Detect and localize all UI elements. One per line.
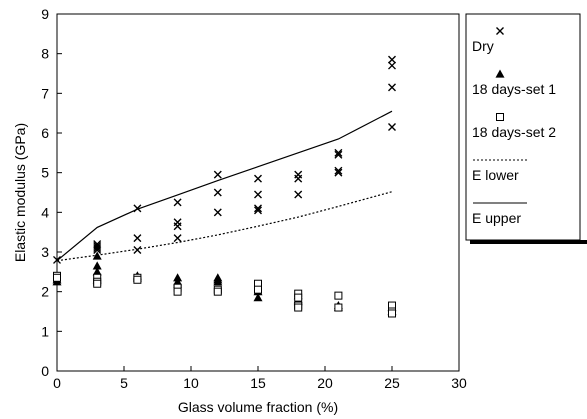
18-days-set-1-point: [213, 277, 223, 286]
y-tick-label: 0: [41, 363, 49, 379]
x-axis-title: Glass volume fraction (%): [178, 399, 338, 415]
plot-frame: [56, 13, 460, 372]
dry-point: [388, 123, 396, 132]
y-tick-label: 8: [41, 46, 49, 62]
dry-point: [93, 244, 102, 253]
dry-point: [254, 190, 262, 199]
dry-point: [133, 234, 142, 243]
dry-point: [173, 222, 182, 231]
18-days-set-2-point: [93, 279, 102, 288]
dry-point: [254, 204, 262, 213]
y-tick-label: 3: [41, 244, 49, 260]
y-tick-label: 9: [41, 6, 49, 22]
dry-point: [213, 208, 222, 217]
dry-point: [254, 174, 262, 183]
legend-label-18-days-set-1: 18 days-set 1: [472, 81, 556, 97]
x-tick-label: 0: [53, 375, 61, 391]
y-tick-label: 1: [41, 323, 49, 339]
x-tick-label: 30: [451, 375, 467, 391]
dry-point: [388, 61, 396, 70]
legend-symbol-18-days-set-2: [496, 113, 504, 121]
18-days-set-2-point: [133, 275, 142, 284]
x-tick-label: 15: [250, 375, 266, 391]
18-days-set-2-point: [294, 303, 303, 312]
18-days-set-2-point: [213, 287, 222, 296]
e-lower-line: [56, 191, 393, 262]
legend-symbol-18-days-set-1: [495, 69, 505, 78]
dry-point: [53, 255, 61, 264]
legend-label-18-days-set-2: 18 days-set 2: [472, 124, 556, 140]
legend-symbol-dry: [496, 27, 504, 35]
x-axis-ticks: 0 5 10 15 20 25 30: [53, 366, 467, 391]
18-days-set-2-point: [53, 273, 61, 282]
dry-point: [388, 83, 396, 92]
18-days-set-2-point: [334, 303, 343, 312]
legend-label-e-upper: E upper: [472, 210, 521, 226]
y-axis-title: Elastic modulus (GPa): [12, 123, 28, 262]
dry-point: [334, 166, 343, 175]
dry-point: [173, 198, 182, 207]
dry-point: [254, 206, 262, 215]
dry-point: [173, 234, 182, 243]
legend-label-dry: Dry: [472, 38, 494, 54]
18-days-set-2-point: [254, 285, 262, 294]
y-tick-label: 6: [41, 125, 49, 141]
dry-point: [388, 55, 396, 64]
dry-point: [213, 170, 222, 179]
e-upper-line: [56, 110, 393, 262]
18-days-set-1-point: [92, 261, 102, 270]
18-days-set-2-point: [294, 293, 303, 302]
y-tick-label: 5: [41, 165, 49, 181]
dry-point: [334, 148, 343, 157]
y-tick-label: 4: [41, 204, 49, 220]
dry-point: [93, 246, 102, 255]
dry-point: [213, 188, 222, 197]
dry-point: [334, 150, 343, 159]
18-days-set-1-point: [253, 293, 263, 302]
y-axis-ticks: 0 1 2 3 4 5 6 7 8 9: [41, 6, 62, 379]
dry-point: [294, 174, 303, 183]
dry-point: [334, 168, 343, 177]
x-tick-label: 20: [317, 375, 333, 391]
y-tick-label: 7: [41, 85, 49, 101]
legend-shadow: [470, 240, 587, 244]
dry-point: [133, 246, 142, 255]
legend-label-e-lower: E lower: [472, 167, 519, 183]
data-points: [52, 55, 397, 318]
18-days-set-2-point: [388, 309, 396, 318]
18-days-set-2-point: [334, 291, 343, 300]
x-tick-label: 10: [183, 375, 199, 391]
legend-box: [465, 13, 581, 241]
x-tick-label: 25: [384, 375, 400, 391]
dry-point: [133, 204, 142, 213]
18-days-set-1-point: [92, 251, 102, 260]
model-lines: [56, 110, 393, 262]
18-days-set-2-point: [173, 287, 182, 296]
legend: Dry 18 days-set 1 18 days-set 2 E lower E up…: [465, 13, 587, 244]
18-days-set-1-point: [92, 267, 102, 276]
y-tick-label: 2: [41, 284, 49, 300]
dry-point: [294, 190, 303, 199]
x-tick-label: 5: [120, 375, 128, 391]
axes: [56, 13, 460, 372]
